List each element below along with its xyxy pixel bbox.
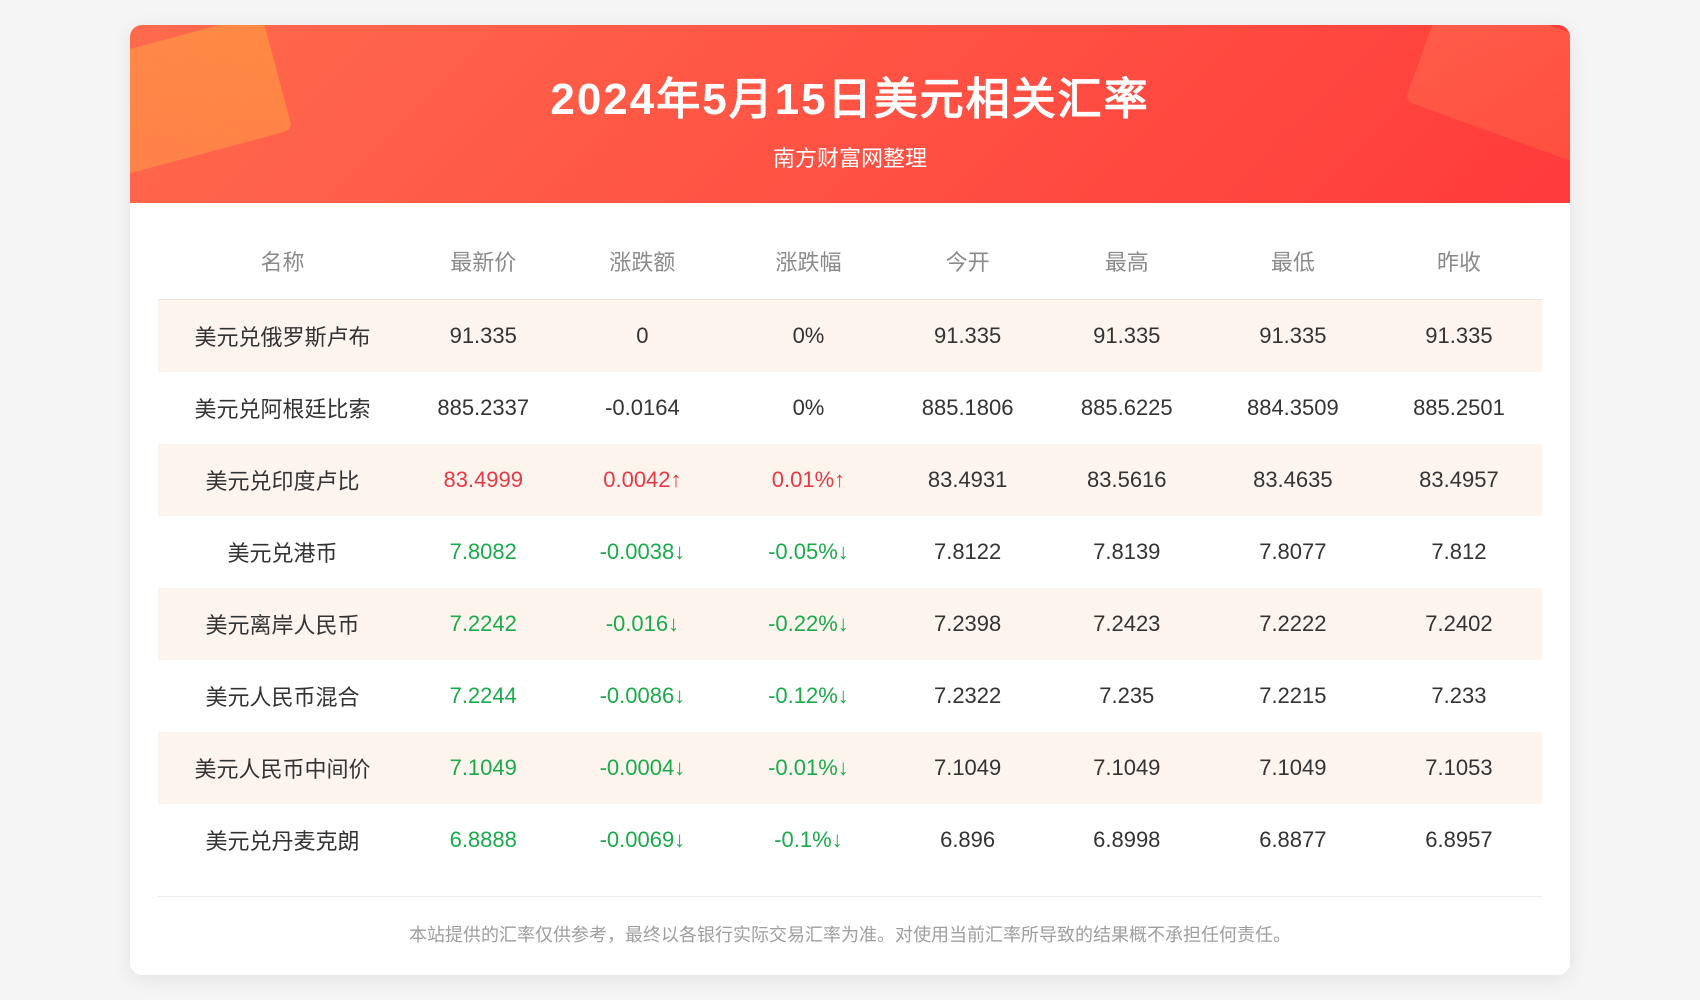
table-row: 美元兑印度卢比83.49990.0042↑0.01%↑83.493183.561… (158, 444, 1542, 516)
table-cell: 7.8077 (1210, 516, 1376, 588)
table-col-header: 涨跌幅 (725, 223, 891, 300)
table-cell: 7.2398 (892, 588, 1044, 660)
table-cell: 7.2322 (892, 660, 1044, 732)
table-cell: 7.8122 (892, 516, 1044, 588)
table-cell: -0.0069↓ (559, 804, 725, 876)
table-cell: 7.812 (1376, 516, 1542, 588)
table-cell: 美元离岸人民币 (158, 588, 407, 660)
table-row: 美元人民币中间价7.1049-0.0004↓-0.01%↓7.10497.104… (158, 732, 1542, 804)
table-cell: 7.2242 (407, 588, 559, 660)
table-cell: -0.0038↓ (559, 516, 725, 588)
table-cell: -0.01%↓ (725, 732, 891, 804)
table-cell: 7.2244 (407, 660, 559, 732)
table-cell: 7.2402 (1376, 588, 1542, 660)
table-cell: 83.4635 (1210, 444, 1376, 516)
table-cell: 885.2501 (1376, 372, 1542, 444)
table-cell: 7.233 (1376, 660, 1542, 732)
table-cell: 91.335 (892, 300, 1044, 372)
table-row: 美元人民币混合7.2244-0.0086↓-0.12%↓7.23227.2357… (158, 660, 1542, 732)
table-cell: 美元人民币中间价 (158, 732, 407, 804)
table-cell: 885.6225 (1044, 372, 1210, 444)
table-cell: 6.8877 (1210, 804, 1376, 876)
table-cell: 884.3509 (1210, 372, 1376, 444)
table-cell: 83.4999 (407, 444, 559, 516)
page-subtitle: 南方财富网整理 (150, 141, 1550, 173)
table-cell: 6.8957 (1376, 804, 1542, 876)
table-cell: 7.2423 (1044, 588, 1210, 660)
table-cell: -0.0164 (559, 372, 725, 444)
table-col-header: 最新价 (407, 223, 559, 300)
table-cell: 美元兑阿根廷比索 (158, 372, 407, 444)
table-cell: 0% (725, 300, 891, 372)
table-body: 美元兑俄罗斯卢布91.33500%91.33591.33591.33591.33… (158, 300, 1542, 876)
table-row: 美元兑俄罗斯卢布91.33500%91.33591.33591.33591.33… (158, 300, 1542, 372)
table-row: 美元兑丹麦克朗6.8888-0.0069↓-0.1%↓6.8966.89986.… (158, 804, 1542, 876)
table-container: 南方财富网 outhmoney.com 名称最新价涨跌额涨跌幅今开最高最低昨收 … (130, 203, 1570, 886)
table-cell: 885.2337 (407, 372, 559, 444)
table-cell: -0.0086↓ (559, 660, 725, 732)
table-header-row: 名称最新价涨跌额涨跌幅今开最高最低昨收 (158, 223, 1542, 300)
table-cell: 6.8998 (1044, 804, 1210, 876)
table-cell: 0.0042↑ (559, 444, 725, 516)
table-col-header: 今开 (892, 223, 1044, 300)
table-cell: 0.01%↑ (725, 444, 891, 516)
rate-card: 2024年5月15日美元相关汇率 南方财富网整理 南方财富网 outhmoney… (130, 25, 1570, 975)
table-col-header: 昨收 (1376, 223, 1542, 300)
table-cell: 7.1049 (407, 732, 559, 804)
exchange-rate-table: 名称最新价涨跌额涨跌幅今开最高最低昨收 美元兑俄罗斯卢布91.33500%91.… (158, 223, 1542, 876)
page-title: 2024年5月15日美元相关汇率 (150, 63, 1550, 127)
table-col-header: 名称 (158, 223, 407, 300)
table-cell: -0.1%↓ (725, 804, 891, 876)
table-cell: -0.05%↓ (725, 516, 891, 588)
table-cell: 7.235 (1044, 660, 1210, 732)
table-row: 美元离岸人民币7.2242-0.016↓-0.22%↓7.23987.24237… (158, 588, 1542, 660)
table-row: 美元兑阿根廷比索885.2337-0.01640%885.1806885.622… (158, 372, 1542, 444)
table-cell: 83.4931 (892, 444, 1044, 516)
table-cell: 7.1049 (892, 732, 1044, 804)
table-cell: 7.8139 (1044, 516, 1210, 588)
table-cell: 7.2222 (1210, 588, 1376, 660)
table-cell: 美元人民币混合 (158, 660, 407, 732)
table-cell: 6.8888 (407, 804, 559, 876)
table-cell: -0.0004↓ (559, 732, 725, 804)
table-cell: 7.2215 (1210, 660, 1376, 732)
table-cell: 美元兑印度卢比 (158, 444, 407, 516)
table-cell: 6.896 (892, 804, 1044, 876)
table-cell: 美元兑丹麦克朗 (158, 804, 407, 876)
table-row: 美元兑港币7.8082-0.0038↓-0.05%↓7.81227.81397.… (158, 516, 1542, 588)
table-cell: 7.1053 (1376, 732, 1542, 804)
table-cell: 885.1806 (892, 372, 1044, 444)
table-cell: 0% (725, 372, 891, 444)
table-cell: 7.8082 (407, 516, 559, 588)
table-cell: 91.335 (1210, 300, 1376, 372)
table-cell: 7.1049 (1210, 732, 1376, 804)
table-col-header: 最低 (1210, 223, 1376, 300)
table-cell: 91.335 (407, 300, 559, 372)
table-cell: 91.335 (1376, 300, 1542, 372)
table-cell: 83.4957 (1376, 444, 1542, 516)
table-cell: -0.12%↓ (725, 660, 891, 732)
table-col-header: 涨跌额 (559, 223, 725, 300)
table-cell: 83.5616 (1044, 444, 1210, 516)
table-cell: -0.016↓ (559, 588, 725, 660)
disclaimer-text: 本站提供的汇率仅供参考，最终以各银行实际交易汇率为准。对使用当前汇率所导致的结果… (158, 896, 1542, 975)
table-cell: -0.22%↓ (725, 588, 891, 660)
card-header: 2024年5月15日美元相关汇率 南方财富网整理 (130, 25, 1570, 203)
table-cell: 7.1049 (1044, 732, 1210, 804)
table-cell: 0 (559, 300, 725, 372)
table-col-header: 最高 (1044, 223, 1210, 300)
table-cell: 美元兑俄罗斯卢布 (158, 300, 407, 372)
table-cell: 美元兑港币 (158, 516, 407, 588)
table-cell: 91.335 (1044, 300, 1210, 372)
